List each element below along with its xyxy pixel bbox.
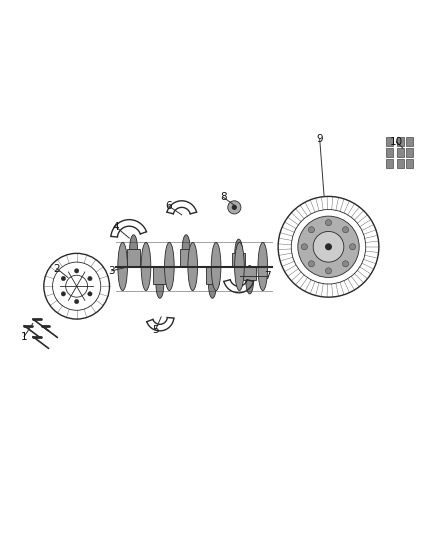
Ellipse shape — [235, 239, 243, 268]
Circle shape — [325, 268, 332, 274]
Ellipse shape — [156, 270, 164, 298]
Circle shape — [61, 276, 66, 281]
Circle shape — [232, 205, 237, 210]
Circle shape — [74, 300, 79, 304]
Circle shape — [88, 276, 92, 281]
Bar — [406, 159, 413, 168]
Circle shape — [228, 201, 241, 214]
Text: 6: 6 — [165, 201, 172, 211]
Bar — [406, 148, 413, 157]
Text: 3: 3 — [108, 266, 115, 276]
Text: 1: 1 — [21, 332, 28, 342]
Bar — [386, 138, 393, 146]
Circle shape — [308, 261, 314, 267]
Polygon shape — [180, 249, 193, 266]
Bar — [397, 159, 404, 168]
Ellipse shape — [130, 235, 138, 263]
Ellipse shape — [258, 243, 268, 290]
Bar — [386, 148, 393, 157]
Text: 4: 4 — [113, 222, 120, 232]
Circle shape — [308, 227, 314, 233]
Circle shape — [61, 292, 66, 296]
Bar — [397, 138, 404, 146]
Polygon shape — [206, 266, 219, 284]
Ellipse shape — [208, 270, 216, 298]
Polygon shape — [153, 266, 166, 284]
Circle shape — [343, 261, 349, 267]
Circle shape — [298, 216, 359, 278]
Circle shape — [88, 292, 92, 296]
Ellipse shape — [246, 265, 254, 294]
Ellipse shape — [165, 243, 174, 290]
Circle shape — [350, 244, 356, 250]
Text: 5: 5 — [152, 325, 159, 335]
Circle shape — [313, 231, 344, 262]
Circle shape — [343, 227, 349, 233]
Ellipse shape — [188, 243, 198, 290]
Text: 10: 10 — [390, 136, 403, 147]
Text: 2: 2 — [53, 264, 60, 273]
Ellipse shape — [182, 235, 190, 263]
Ellipse shape — [118, 243, 127, 290]
Bar — [406, 138, 413, 146]
Text: 9: 9 — [316, 134, 323, 144]
Polygon shape — [127, 249, 140, 266]
Ellipse shape — [141, 243, 151, 290]
Polygon shape — [232, 253, 245, 266]
Polygon shape — [243, 266, 256, 280]
Circle shape — [301, 244, 307, 250]
Ellipse shape — [211, 243, 221, 290]
Bar — [386, 159, 393, 168]
Ellipse shape — [235, 243, 244, 290]
Circle shape — [325, 220, 332, 226]
Text: 8: 8 — [220, 192, 227, 203]
Bar — [397, 148, 404, 157]
Text: 7: 7 — [264, 271, 271, 281]
Circle shape — [325, 243, 332, 251]
Circle shape — [74, 269, 79, 273]
